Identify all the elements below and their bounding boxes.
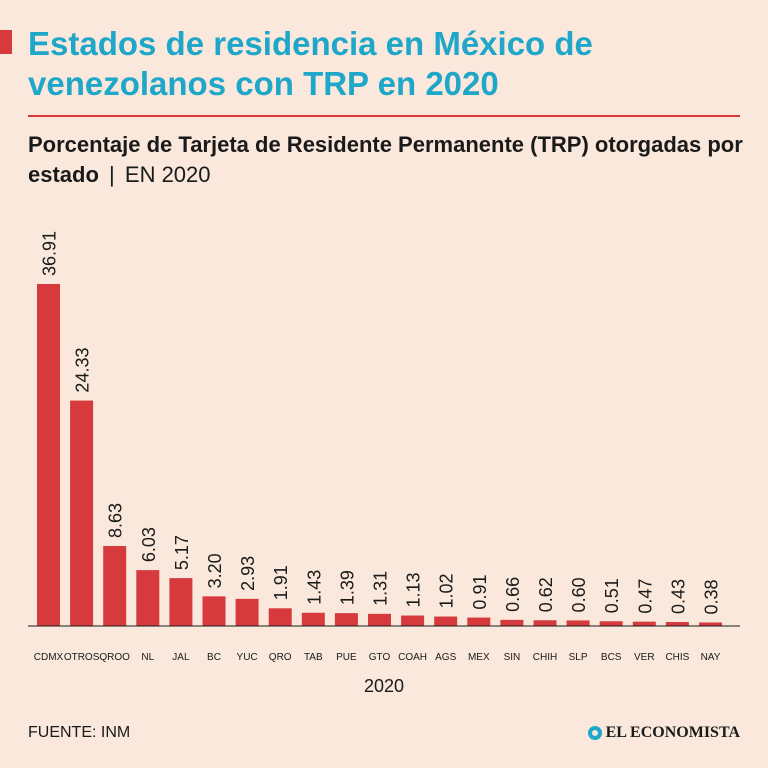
bar-nay [699, 622, 722, 626]
bar-slp [566, 620, 590, 626]
value-label: 1.02 [437, 574, 457, 609]
bar-bcs [599, 621, 623, 626]
category-label: CHIS [665, 652, 689, 663]
category-label: TAB [304, 652, 323, 663]
category-label: BC [207, 652, 221, 663]
value-label: 6.03 [139, 527, 159, 562]
bar-otros [70, 400, 94, 626]
value-label: 1.13 [404, 572, 424, 607]
value-label: 2.93 [238, 556, 258, 591]
source-note: FUENTE: INM [28, 724, 131, 741]
category-label: QROO [99, 652, 130, 663]
title-accent-block [0, 30, 12, 54]
category-label: AGS [435, 652, 456, 663]
bar-bc [202, 596, 226, 626]
subtitle-main: Porcentaje de Tarjeta de Residente Perma… [28, 132, 743, 187]
value-label: 8.63 [106, 503, 126, 538]
bar-coah [401, 615, 425, 626]
bar-nl [136, 570, 160, 626]
category-label: BCS [601, 652, 622, 663]
title-divider [28, 115, 740, 117]
bar-chart: 36.91 CDMX 24.33 OTROS 8.63 QROO 6.03 NL 5.17 JAL… [28, 231, 740, 696]
value-label: 1.43 [304, 570, 324, 605]
value-label: 5.17 [172, 535, 192, 570]
bar-jal [169, 578, 193, 626]
category-label: COAH [398, 652, 427, 663]
value-label: 0.62 [536, 577, 556, 612]
brand-name: EL ECONOMISTA [605, 724, 740, 741]
category-label: GTO [369, 652, 391, 663]
value-label: 0.60 [569, 577, 589, 612]
category-label: YUC [237, 652, 258, 663]
category-label: SIN [504, 652, 521, 663]
bar-cdmx [37, 284, 60, 626]
bar-sin [500, 619, 524, 626]
value-label: 3.20 [205, 553, 225, 588]
value-label: 0.38 [702, 579, 722, 614]
value-label: 0.47 [635, 579, 655, 614]
bar-yuc [235, 598, 259, 626]
category-label: CDMX [34, 652, 64, 663]
bar-ags [434, 616, 458, 626]
subtitle-year: EN 2020 [124, 162, 211, 187]
bar-pue [334, 613, 358, 626]
subtitle-separator: | [109, 162, 115, 187]
value-label: 24.33 [73, 348, 93, 393]
x-axis-label: 2020 [364, 676, 404, 696]
brand-logo: EL ECONOMISTA [587, 724, 740, 742]
el-economista-logo-icon [587, 726, 602, 740]
category-label: CHIH [533, 652, 557, 663]
category-label: OTROS [64, 652, 100, 663]
value-label: 1.31 [371, 571, 391, 606]
bar-chih [533, 620, 557, 626]
bar-qro [268, 608, 292, 626]
category-label: PUE [336, 652, 357, 663]
bar-ver [632, 621, 656, 626]
category-label: NL [141, 652, 154, 663]
category-label: SLP [569, 652, 588, 663]
category-label: JAL [172, 652, 190, 663]
value-label: 0.51 [602, 578, 622, 613]
value-label: 0.91 [470, 575, 490, 610]
chart-title: Estados de residencia en México de venez… [28, 25, 593, 102]
bar-tab [301, 612, 325, 626]
value-label: 0.66 [503, 577, 523, 612]
bar-mex [467, 617, 491, 626]
bar-gto [368, 613, 391, 626]
category-label: MEX [468, 652, 490, 663]
value-label: 36.91 [40, 231, 60, 276]
value-label: 1.39 [337, 570, 357, 605]
category-label: VER [634, 652, 655, 663]
category-label: QRO [269, 652, 292, 663]
bar-chis [665, 622, 689, 626]
bar-qroo [103, 546, 127, 626]
value-label: 0.43 [668, 579, 688, 614]
value-label: 1.91 [271, 565, 291, 600]
category-label: NAY [701, 652, 721, 663]
chart-subtitle: Porcentaje de Tarjeta de Residente Perma… [28, 130, 748, 190]
